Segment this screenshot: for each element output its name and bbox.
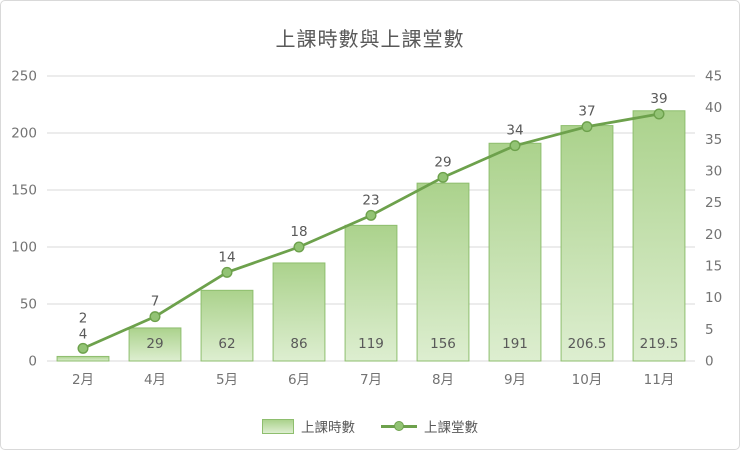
line-marker	[77, 342, 89, 354]
line-marker	[581, 121, 593, 133]
right-axis-tick: 10	[705, 290, 722, 306]
legend-label-hours: 上課時數	[301, 420, 355, 436]
bar	[200, 289, 254, 362]
left-axis-tick: 150	[11, 183, 37, 199]
bar	[128, 327, 182, 362]
line-marker	[221, 266, 233, 278]
left-axis-tick: 250	[11, 69, 37, 85]
line-data-label: 34	[506, 123, 523, 139]
left-axis-tick: 200	[11, 126, 37, 142]
bar-data-label: 62	[218, 336, 235, 352]
legend-item-hours: 上課時數	[262, 416, 355, 436]
x-axis-category: 11月	[644, 372, 675, 388]
bar	[632, 110, 686, 362]
right-axis-tick: 30	[705, 164, 722, 180]
line-data-label: 14	[218, 249, 235, 265]
line-data-label: 7	[151, 294, 160, 310]
right-axis-tick: 0	[705, 354, 714, 370]
bar-data-label: 29	[146, 336, 163, 352]
bar-data-label: 156	[430, 336, 456, 352]
x-axis-category: 2月	[72, 372, 94, 388]
line-data-label: 37	[578, 104, 595, 120]
line-data-label: 18	[290, 224, 307, 240]
x-axis-category: 8月	[432, 372, 454, 388]
right-axis-tick: 20	[705, 227, 722, 243]
line-marker	[653, 108, 665, 120]
left-axis-tick: 0	[28, 354, 37, 370]
line-marker	[365, 209, 377, 221]
bar-data-label: 206.5	[568, 336, 607, 352]
x-axis-category: 10月	[572, 372, 603, 388]
right-axis-tick: 5	[705, 322, 714, 338]
bar	[344, 224, 398, 362]
bar-data-label: 191	[502, 336, 528, 352]
bar-data-label: 4	[79, 326, 88, 342]
right-axis-tick: 45	[705, 69, 722, 85]
line-swatch-dot	[394, 421, 404, 431]
bar	[488, 142, 542, 362]
bar-data-label: 219.5	[640, 336, 679, 352]
line-marker	[509, 140, 521, 152]
bar	[272, 262, 326, 362]
bar-data-label: 119	[358, 336, 384, 352]
line-data-label: 23	[362, 192, 379, 208]
chart-title: 上課時數與上課堂數	[275, 27, 465, 51]
x-axis-category: 7月	[360, 372, 382, 388]
right-axis-tick: 35	[705, 132, 722, 148]
right-axis-tick: 15	[705, 259, 722, 275]
line-marker	[293, 241, 305, 253]
x-axis-category: 9月	[504, 372, 526, 388]
left-axis-tick: 100	[11, 240, 37, 256]
line-data-label: 2	[79, 310, 88, 326]
line-data-label: 29	[434, 154, 451, 170]
x-axis-category: 6月	[288, 372, 310, 388]
legend: 上課時數 上課堂數	[1, 416, 739, 436]
line-marker	[149, 311, 161, 323]
left-axis-tick: 50	[20, 297, 37, 313]
legend-item-sessions: 上課堂數	[381, 416, 478, 436]
line-data-label: 39	[650, 91, 667, 107]
x-axis-category: 5月	[216, 372, 238, 388]
right-axis-tick: 40	[705, 100, 722, 116]
bar-data-label: 86	[290, 336, 307, 352]
bar	[560, 125, 614, 362]
bar-swatch-icon	[262, 418, 294, 434]
line-swatch-icon	[381, 421, 417, 432]
line-marker	[437, 171, 449, 183]
bar	[416, 182, 470, 362]
x-axis-category: 4月	[144, 372, 166, 388]
legend-label-sessions: 上課堂數	[424, 420, 478, 436]
right-axis-tick: 25	[705, 195, 722, 211]
bar	[56, 355, 110, 362]
